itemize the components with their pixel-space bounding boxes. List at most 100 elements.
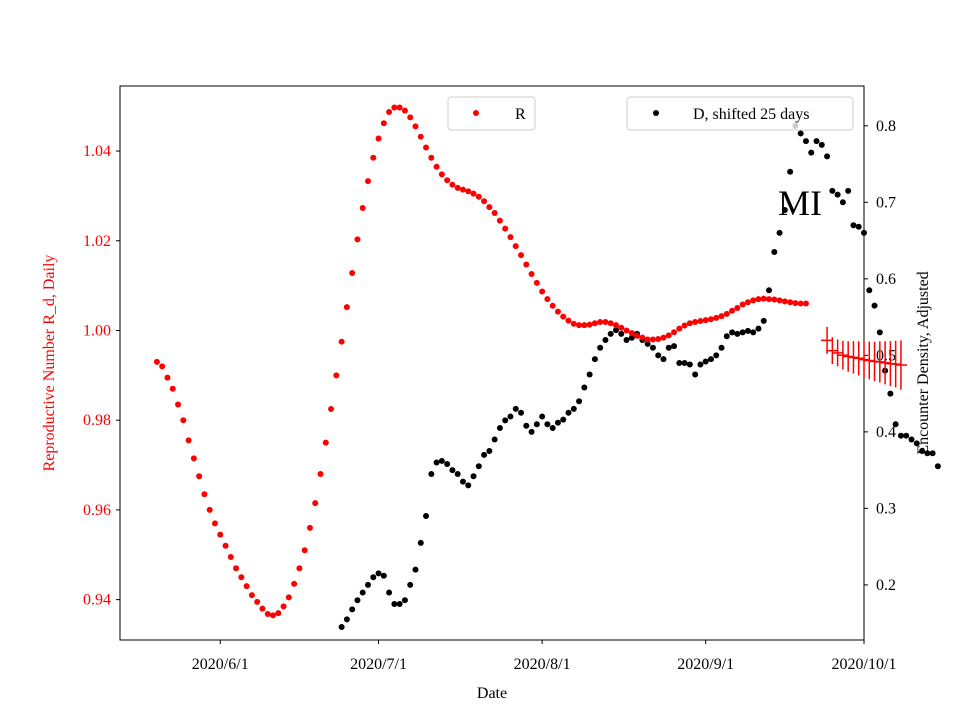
r-point bbox=[306, 524, 313, 531]
series-r-points bbox=[153, 104, 809, 619]
left-axis-label: Reproductive Number R_d, Daily bbox=[41, 255, 58, 472]
d-point bbox=[839, 199, 846, 206]
d-point bbox=[396, 601, 403, 608]
r-point bbox=[586, 321, 593, 328]
d-point bbox=[802, 138, 809, 145]
d-point bbox=[713, 352, 720, 359]
d-point bbox=[359, 589, 366, 596]
r-point bbox=[671, 329, 678, 336]
right-tick-label: 0.3 bbox=[876, 500, 896, 517]
r-point bbox=[317, 471, 324, 478]
d-point bbox=[871, 302, 878, 309]
d-point bbox=[565, 409, 572, 416]
d-point bbox=[576, 398, 583, 405]
d-point bbox=[623, 337, 630, 344]
d-point bbox=[380, 572, 387, 579]
r-point bbox=[634, 332, 641, 339]
d-point bbox=[744, 327, 751, 334]
r-point bbox=[554, 308, 561, 315]
right-tick-label: 0.8 bbox=[876, 118, 896, 135]
forecast-point bbox=[879, 341, 892, 385]
r-point bbox=[723, 310, 730, 317]
d-point bbox=[597, 344, 604, 351]
r-point bbox=[486, 204, 493, 211]
d-point bbox=[649, 344, 656, 351]
forecast-points bbox=[821, 326, 907, 390]
r-point bbox=[264, 610, 271, 617]
r-point bbox=[354, 236, 361, 243]
d-point bbox=[818, 141, 825, 148]
r-point bbox=[713, 314, 720, 321]
d-point bbox=[876, 329, 883, 336]
legend-r-label: R bbox=[515, 106, 526, 123]
r-point bbox=[396, 104, 403, 111]
r-point bbox=[270, 612, 277, 619]
r-point bbox=[475, 193, 482, 200]
d-point bbox=[850, 222, 857, 229]
forecast-point bbox=[842, 341, 855, 372]
right-tick-label: 0.6 bbox=[876, 271, 896, 288]
forecast-point bbox=[836, 340, 849, 370]
r-point bbox=[613, 322, 619, 329]
legend-d-marker bbox=[653, 110, 659, 116]
r-point bbox=[211, 520, 218, 527]
d-point bbox=[665, 344, 672, 351]
d-point bbox=[518, 409, 525, 416]
r-point bbox=[370, 154, 377, 161]
r-point bbox=[644, 336, 651, 343]
d-point bbox=[586, 371, 593, 378]
legend-d-label: D, shifted 25 days bbox=[693, 106, 809, 123]
r-point bbox=[491, 209, 498, 216]
r-point bbox=[655, 336, 662, 342]
d-point bbox=[528, 428, 535, 435]
x-tick-label: 2020/10/1 bbox=[832, 656, 897, 673]
r-point bbox=[544, 296, 551, 303]
d-point bbox=[338, 623, 345, 630]
x-tick-label: 2020/7/1 bbox=[350, 656, 407, 673]
r-point bbox=[438, 171, 445, 178]
r-point bbox=[365, 178, 371, 185]
r-point bbox=[164, 374, 171, 381]
r-point bbox=[470, 190, 477, 197]
r-point bbox=[201, 491, 208, 498]
r-point bbox=[628, 330, 635, 337]
d-point bbox=[776, 229, 783, 236]
r-point bbox=[322, 439, 329, 446]
d-point bbox=[386, 589, 393, 596]
left-axis-ticks: 0.94 0.96 0.98 1.00 1.02 1.04 bbox=[83, 143, 120, 609]
d-point bbox=[533, 421, 540, 428]
d-point bbox=[454, 470, 461, 477]
r-point bbox=[296, 565, 303, 572]
d-point bbox=[544, 421, 551, 428]
r-point bbox=[291, 580, 298, 587]
r-point bbox=[338, 338, 345, 345]
d-point bbox=[423, 513, 430, 520]
forecast-point bbox=[889, 340, 902, 388]
left-tick-label: 1.00 bbox=[83, 322, 111, 339]
r-point bbox=[607, 320, 614, 327]
r-point bbox=[449, 181, 456, 188]
forecast-point bbox=[831, 339, 844, 367]
r-point bbox=[570, 320, 577, 327]
d-point bbox=[781, 206, 788, 213]
d-point bbox=[486, 448, 493, 454]
d-point bbox=[496, 425, 503, 432]
r-point bbox=[507, 234, 514, 241]
series-d-points bbox=[338, 122, 941, 630]
d-point bbox=[813, 138, 820, 145]
left-tick-label: 1.04 bbox=[83, 143, 111, 160]
left-tick-label: 0.96 bbox=[83, 502, 111, 519]
r-point bbox=[766, 296, 773, 303]
d-point bbox=[903, 432, 910, 439]
r-point bbox=[660, 334, 667, 341]
r-point bbox=[623, 327, 630, 334]
right-axis-label: Encounter Density, Adjusted bbox=[915, 271, 932, 454]
d-point bbox=[581, 384, 588, 391]
d-point bbox=[919, 448, 926, 454]
r-point bbox=[539, 288, 546, 295]
r-point bbox=[581, 322, 588, 329]
d-point bbox=[729, 329, 736, 336]
legend-r-box bbox=[447, 96, 536, 131]
r-point bbox=[259, 605, 266, 612]
d-point bbox=[676, 360, 683, 366]
